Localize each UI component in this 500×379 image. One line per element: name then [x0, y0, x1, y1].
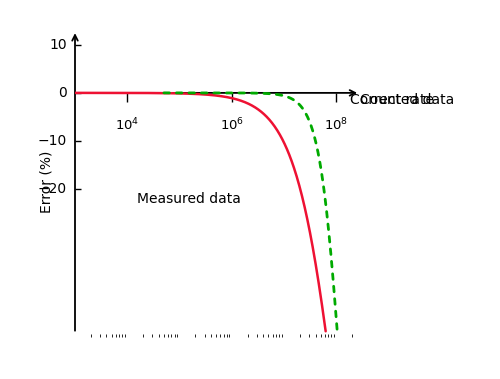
Text: Measured data: Measured data [137, 192, 240, 206]
Text: $10^{8}$: $10^{8}$ [324, 117, 348, 133]
Text: $10^{4}$: $10^{4}$ [115, 117, 140, 133]
Text: −20: −20 [38, 182, 67, 196]
Text: Count rate: Count rate [360, 93, 434, 107]
Text: 0: 0 [58, 86, 67, 100]
Text: Corrected data: Corrected data [350, 93, 454, 107]
Text: Error (%): Error (%) [39, 151, 53, 213]
Text: 10: 10 [50, 38, 67, 52]
Text: −10: −10 [38, 134, 67, 148]
Text: $10^{6}$: $10^{6}$ [220, 117, 244, 133]
